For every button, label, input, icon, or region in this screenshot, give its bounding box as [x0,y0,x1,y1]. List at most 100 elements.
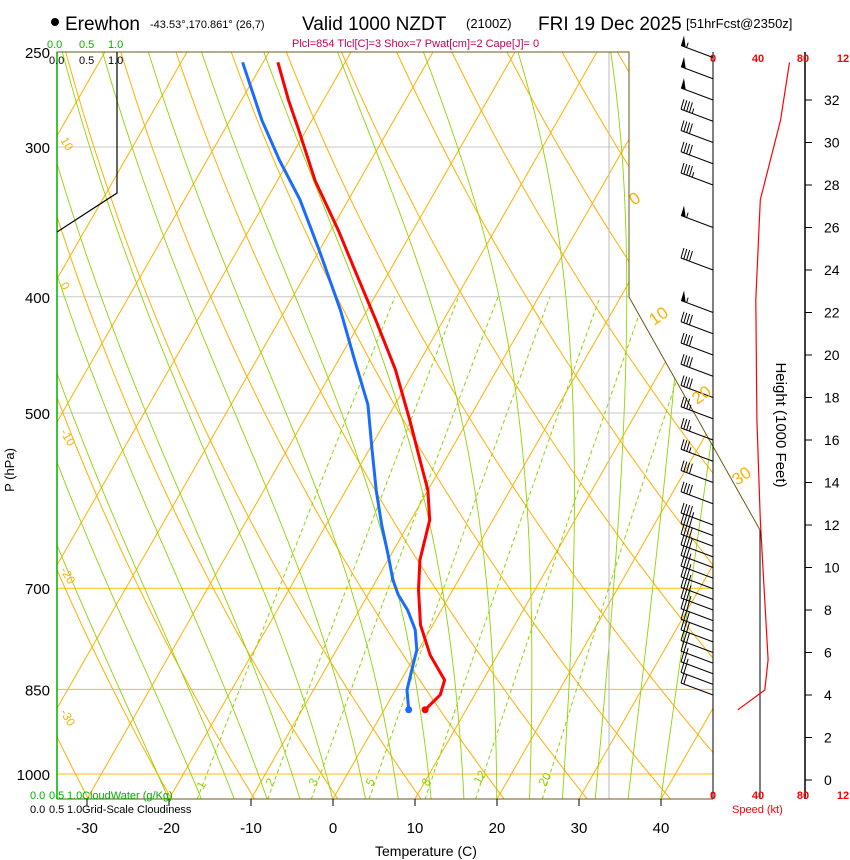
isotherm-line [57,52,364,799]
mixing-ratio-label: 8 [418,775,434,788]
speed-tick-label: 80 [797,790,809,802]
wind-barb-feather [680,417,685,429]
pressure-tick-label: 1000 [17,767,50,784]
dewpoint-profile [241,61,419,710]
x-tick-label: -20 [158,820,180,837]
wind-barb-half [688,447,692,453]
wind-barb-feather [680,247,685,259]
moist-adiabat-line [414,52,533,799]
height-tick-label: 0 [824,772,832,788]
wind-barb-feather [680,555,685,567]
valid-time: Valid 1000 NZDT [302,14,447,35]
wind-barb-feather [680,640,685,652]
height-tick-label: 10 [824,560,840,576]
wind-barb-feather [686,249,691,261]
wind-barb-feather [683,333,688,345]
wind-barb-feather [683,652,688,663]
cloudiness-profile [56,52,118,233]
wind-barb-feather [686,462,691,473]
wind-barb-feather [686,398,691,410]
wind-barb-feather [680,513,685,524]
wind-barb-feather [686,483,691,495]
wind-barb-half [686,212,689,218]
speed-tick-label: 0 [710,790,716,802]
wind-barb-feather [683,248,688,260]
surface-temperature-dot [421,706,429,714]
dry-adiabat-line [57,52,176,799]
wind-barb-shaft [680,448,714,462]
wind-barb-feather [686,313,691,325]
speed-tick-label: 80 [797,53,809,65]
wind-barb-feather [686,377,691,388]
wind-barb-feather [686,632,691,643]
wind-barb-feather [688,336,693,347]
x-tick-label: 40 [653,820,670,837]
isotherm-line [411,52,713,799]
wind-barb-half [688,553,692,559]
plot-frame [56,51,761,800]
moist-adiabat-line [141,52,399,799]
station-dot-icon [51,18,59,26]
mixing-ratio-line [368,296,551,799]
wind-barb-feather [683,355,688,366]
height-tick-label: 20 [824,347,840,363]
wind-barb-feather [686,558,691,569]
wind-barb-feather [683,546,688,557]
wind-barb-shaft [680,172,714,186]
wind-barb-feather [680,524,685,535]
wind-barb-half [686,42,689,48]
wind-barb-feather [683,673,688,685]
moist-adiabat-line [660,52,713,799]
cloudiness-tick: 0.0 [49,55,64,67]
wind-barb-feather [688,537,693,549]
wind-barb-feather [686,547,691,558]
wind-barb-feather [680,662,685,673]
wind-barb-feather [680,630,685,641]
wind-barb-feather [686,600,691,611]
dry-adiabat-line [441,52,713,799]
x-tick-label: 10 [407,820,424,837]
isotherm-label: 30 [728,463,754,489]
x-axis-label: Temperature (C) [375,843,477,859]
wind-barb-shaft [680,66,714,80]
wind-barb-feather [688,314,693,326]
speed-tick-label: 12 [837,790,849,802]
isotherm-line [493,52,713,799]
wind-barb-feather [680,460,685,471]
wind-barb-feather [683,610,688,621]
wind-barb-feather [680,534,685,546]
cloudiness-label: Grid-Scale Cloudiness [82,804,192,816]
x-tick-label: -30 [76,820,98,837]
wind-barb-feather [683,514,688,525]
moist-adiabat-line [57,52,301,799]
wind-barb-feather [680,141,685,152]
wind-barb-half [688,564,692,570]
wind-speed-profile [737,62,791,711]
wind-barb-feather [688,463,693,474]
mixing-ratio-line [424,296,601,799]
wind-barb-feather [680,354,685,365]
height-tick-label: 24 [824,262,840,278]
height-axis-label: Height (1000 Feet) [772,362,789,487]
moist-adiabat-line [57,52,334,799]
wind-barb-feather [683,557,688,568]
height-tick-label: 32 [824,92,840,108]
height-tick-label: 14 [824,475,840,491]
height-tick-label: 8 [824,602,832,618]
dry-adiabat-line [168,52,592,799]
wind-barb-shaft [680,300,714,313]
pressure-tick-label: 850 [25,682,50,699]
wind-barb-feather [683,100,688,111]
wind-barb-feather [686,356,691,367]
wind-barb-feather [686,621,691,633]
wind-barb-half [688,404,692,411]
moist-adiabat-line [57,52,203,799]
wind-barb-feather [683,588,688,600]
wind-barb-flag [681,290,686,303]
cloudwater-label: CloudWater (g/Kg) [82,790,173,802]
wind-barb-feather [680,651,685,662]
isotherm-label: 0 [57,280,73,293]
wind-barb-feather [680,545,685,556]
moist-adiabat-line [594,52,628,799]
dry-adiabat-line [0,31,8,805]
